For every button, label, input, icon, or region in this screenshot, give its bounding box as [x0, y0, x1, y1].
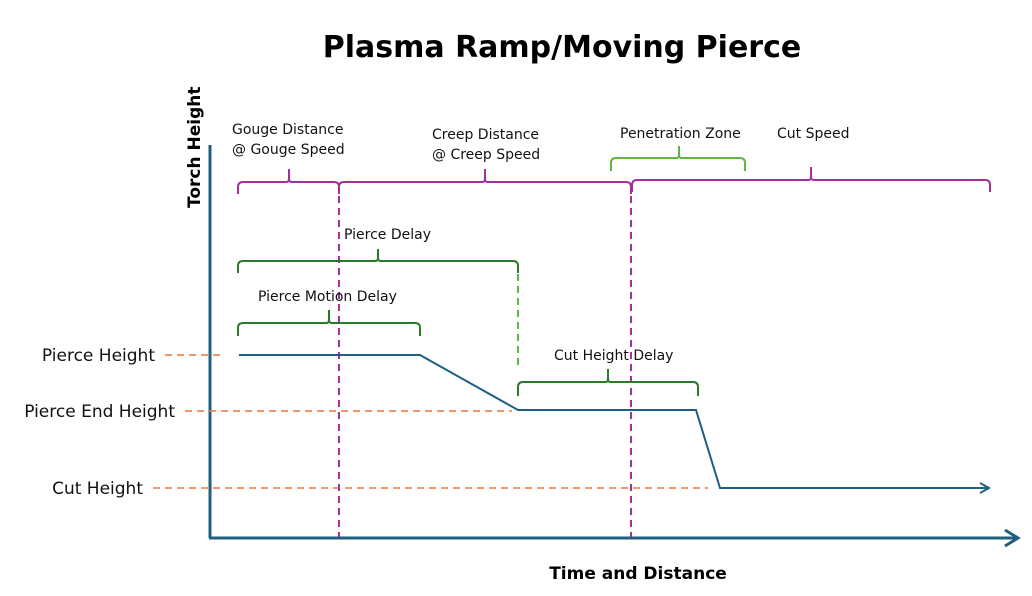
- creep-distance-brace: [338, 169, 632, 194]
- pierce-delay-label: Pierce Delay: [344, 227, 431, 243]
- x-axis-arrow-icon: [1004, 528, 1021, 548]
- cut-height-delay-brace: [517, 369, 699, 396]
- gouge-speed-label: @ Gouge Speed: [232, 142, 345, 158]
- diagram-title: Plasma Ramp/Moving Pierce: [323, 30, 801, 65]
- pierce-delay-brace: [237, 249, 519, 273]
- gouge-distance-label: Gouge Distance: [232, 122, 343, 138]
- y-axis-label: Torch Height: [185, 87, 205, 208]
- cut-speed-label: Cut Speed: [777, 126, 849, 142]
- cut-height-label: Cut Height: [52, 479, 143, 499]
- creep-distance-label: Creep Distance: [432, 127, 539, 143]
- gouge-distance-brace: [237, 169, 340, 194]
- profile-arrow-icon: [979, 482, 992, 494]
- torch-height-profile: [239, 354, 988, 489]
- penetration-zone-brace: [610, 146, 746, 171]
- pierce-motion-delay-label: Pierce Motion Delay: [258, 289, 397, 305]
- pierce-height-label: Pierce Height: [42, 346, 155, 366]
- penetration-zone-label: Penetration Zone: [620, 126, 741, 142]
- cut-speed-brace: [631, 167, 991, 192]
- pierce-end-height-label: Pierce End Height: [24, 402, 175, 422]
- x-axis-label: Time and Distance: [549, 564, 727, 584]
- creep-speed-label: @ Creep Speed: [432, 147, 540, 163]
- pierce-motion-delay-brace: [237, 310, 421, 336]
- cut-height-delay-label: Cut Height Delay: [554, 348, 673, 364]
